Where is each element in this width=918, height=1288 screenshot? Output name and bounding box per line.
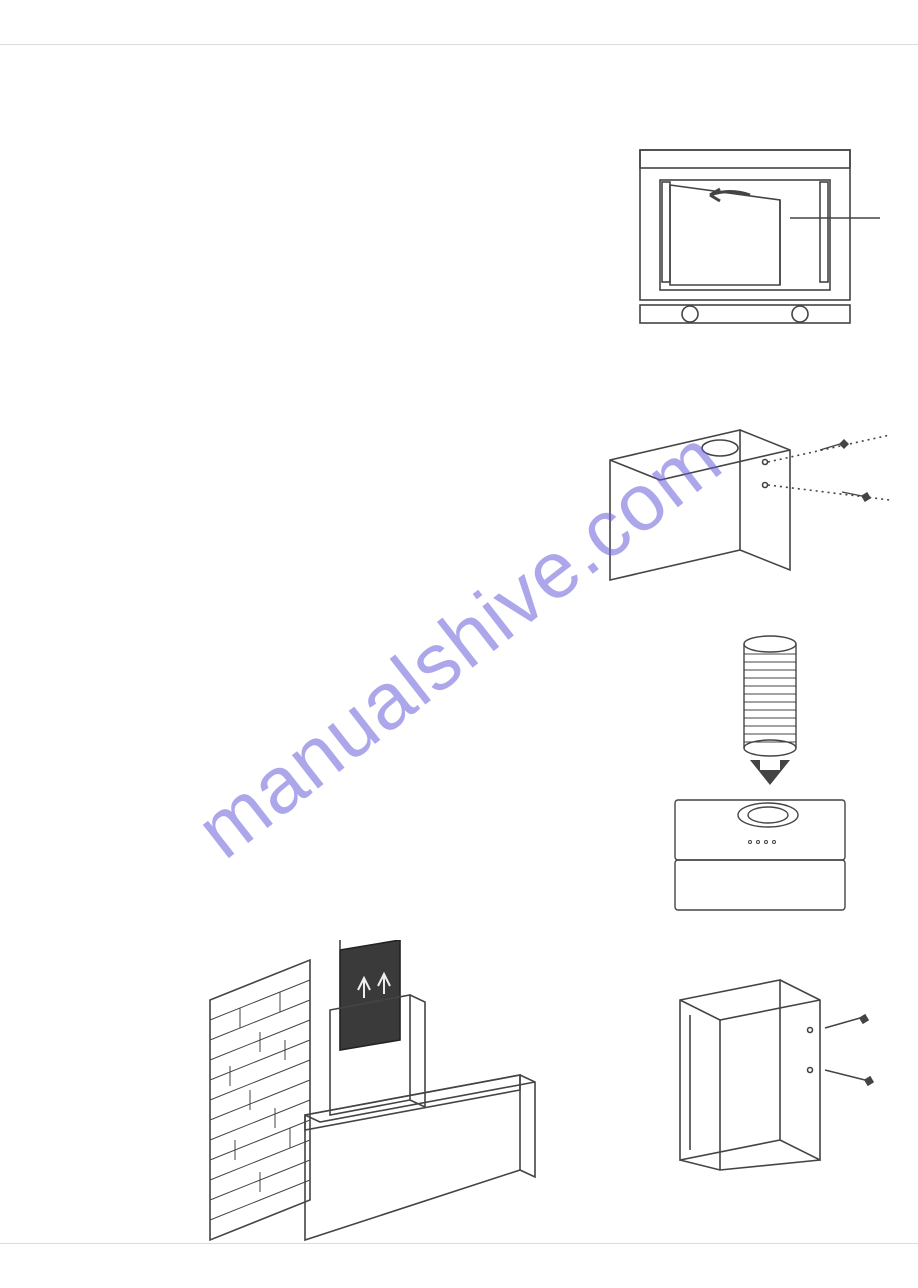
diagram-body-screws (590, 400, 910, 610)
diagram-appliance-front (630, 140, 890, 340)
diagram-chimney-cover (660, 960, 890, 1190)
page-content (60, 60, 858, 1228)
rule-top (0, 44, 918, 45)
diagram-wall-assembly (190, 940, 570, 1270)
diagram-duct-connection (650, 630, 860, 930)
